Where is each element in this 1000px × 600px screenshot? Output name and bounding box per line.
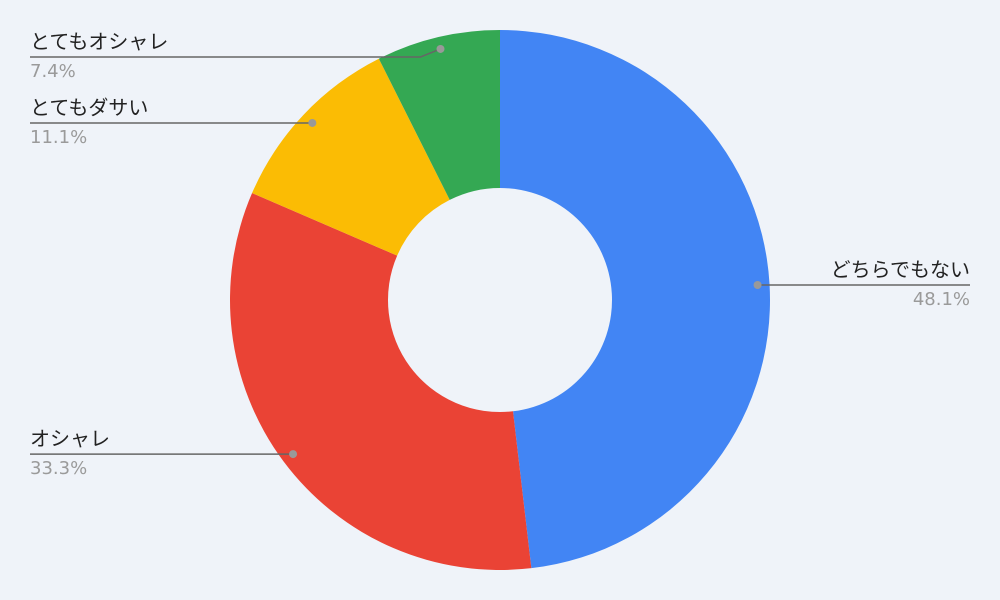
slice [378, 30, 500, 200]
leader-dot [308, 118, 317, 127]
value-label: 48.1% [913, 289, 970, 310]
slice [500, 30, 771, 569]
value-label: 7.4% [30, 61, 76, 82]
leader-dot [436, 44, 445, 53]
leader-line [30, 48, 441, 58]
slice [229, 193, 532, 570]
leader-dot [753, 280, 762, 289]
legend-label: オシャレ [30, 427, 110, 451]
legend-label: とてもダサい [30, 95, 148, 119]
leader-dot [289, 450, 298, 459]
legend-label: どちらでもない [831, 257, 970, 281]
legend-label: とてもオシャレ [30, 30, 168, 54]
value-label: 11.1% [30, 127, 87, 148]
slice [252, 58, 450, 256]
value-label: 33.3% [30, 458, 87, 479]
